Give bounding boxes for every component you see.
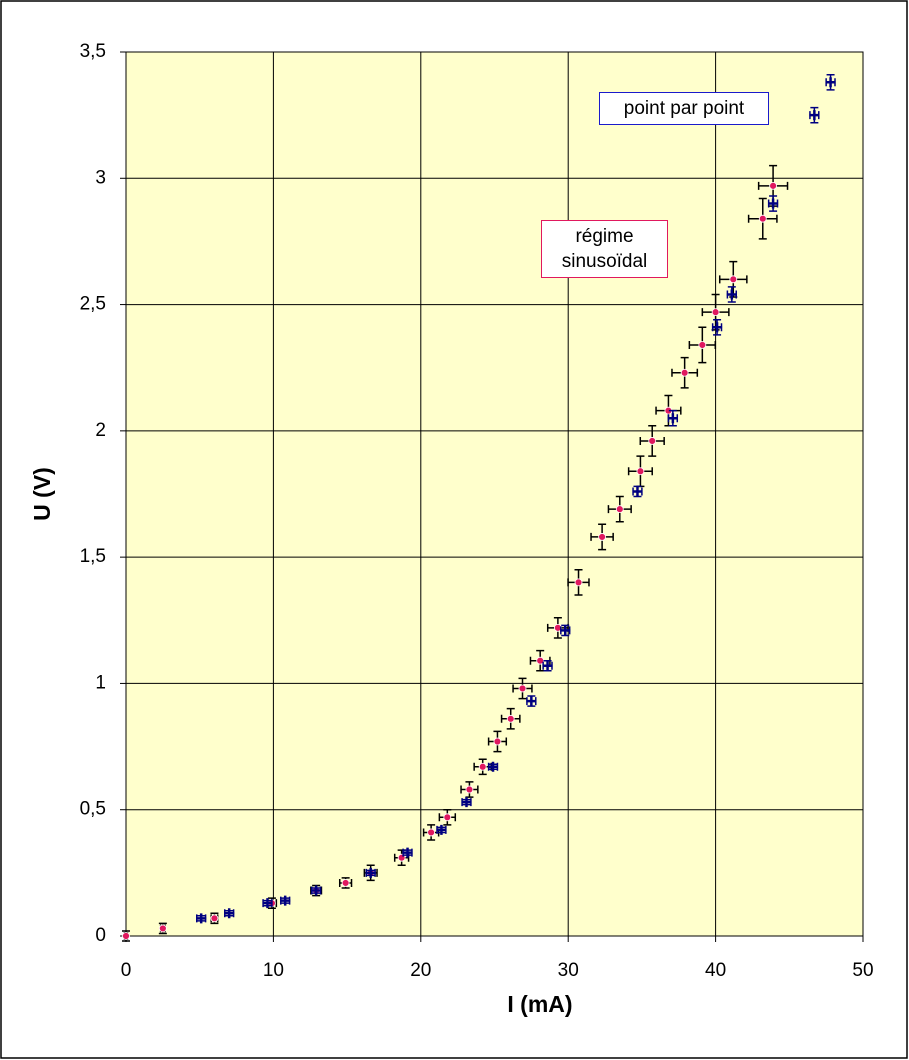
y-tick-label: 2,5 [80,294,106,315]
data-point [427,828,436,837]
data-point [365,867,376,878]
data-point [574,578,583,587]
data-point [526,696,537,707]
data-point [711,308,720,317]
data-point [680,368,689,377]
data-point [632,486,643,497]
y-tick-label: 2 [95,420,106,441]
x-tick-label: 30 [558,960,579,981]
data-point [311,885,322,896]
data-point [712,322,723,333]
data-point [196,913,207,924]
y-tick-label: 1,5 [80,546,106,567]
data-point [648,437,657,445]
data-point [341,879,350,887]
data-point [825,77,836,88]
data-point [461,797,472,808]
x-tick-label: 20 [410,960,431,981]
data-point [769,181,777,190]
y-tick-label: 3,5 [80,41,106,62]
series-label: point par point [599,92,769,125]
y-tick-label: 0 [95,925,106,946]
data-point [122,932,130,940]
data-point [667,413,678,424]
data-point [636,467,645,476]
x-tick-label: 40 [705,960,726,981]
data-point [465,785,474,794]
data-point [262,898,273,909]
y-tick-label: 1 [95,672,106,693]
data-point [280,895,291,906]
data-point [729,275,738,284]
y-tick-label: 0,5 [80,799,106,820]
data-point [488,761,499,772]
data-point [478,762,487,771]
data-point [726,289,737,300]
data-point [518,684,527,693]
data-point [402,847,413,858]
data-point [698,341,707,349]
data-point [158,924,167,933]
data-point [542,660,553,671]
y-tick-label: 3 [95,167,106,188]
data-point [809,110,820,121]
data-point [758,214,767,223]
x-tick-label: 50 [852,960,873,981]
data-point [493,737,502,746]
x-tick-label: 0 [121,960,132,981]
data-point [615,505,624,514]
data-point [560,625,571,636]
plot-area [125,51,864,937]
data-point [443,813,452,822]
data-point [224,908,235,919]
data-point [598,533,607,541]
x-tick-label: 10 [263,960,284,981]
y-axis-title: U (V) [29,467,55,521]
series-label: régime sinusoïdal [541,220,668,278]
data-point [768,198,779,209]
x-axis-title: I (mA) [507,991,572,1017]
data-point [210,914,219,923]
data-point [506,714,515,723]
data-point [436,824,447,835]
